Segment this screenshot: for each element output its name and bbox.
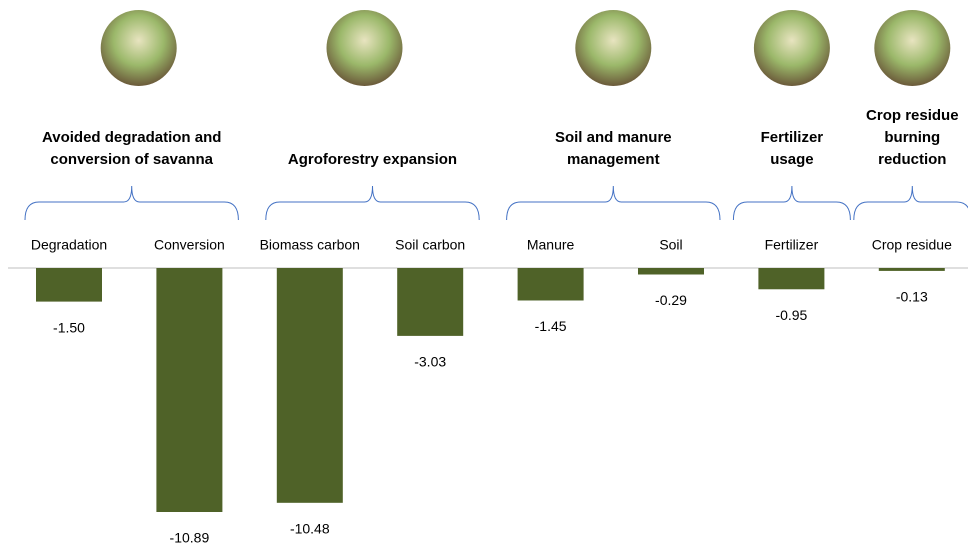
value-label: -10.89 (170, 530, 210, 544)
bar (517, 268, 584, 301)
bar (758, 268, 825, 290)
brace (506, 185, 721, 221)
group-icon (753, 10, 830, 86)
group-label: management (567, 151, 660, 168)
category-label: Biomass carbon (260, 237, 360, 253)
group-icon (874, 10, 951, 86)
brace (24, 185, 239, 221)
category-label: Soil carbon (395, 237, 465, 253)
value-label: -1.45 (535, 318, 567, 334)
group-label: usage (770, 151, 813, 168)
bar (36, 268, 102, 302)
group-icon (326, 10, 403, 86)
group-icon (575, 10, 652, 86)
brace (732, 185, 851, 221)
category-label: Crop residue (872, 237, 952, 253)
group-label: Soil and manure (555, 129, 672, 146)
bar (156, 268, 223, 512)
bar (878, 268, 945, 271)
value-label: -10.48 (290, 521, 330, 537)
brace (853, 185, 968, 221)
group-label: reduction (878, 151, 946, 168)
value-label: -0.95 (775, 307, 807, 323)
value-label: -0.29 (655, 292, 687, 308)
value-label: -0.13 (896, 289, 928, 305)
group-label: Avoided degradation and (42, 129, 221, 146)
value-label: -3.03 (414, 354, 446, 370)
group-label: conversion of savanna (50, 151, 213, 168)
category-label: Soil (659, 237, 682, 253)
value-label: -1.50 (53, 319, 85, 335)
group-label: Fertilizer (761, 129, 824, 146)
category-label: Fertilizer (765, 237, 819, 253)
group-label: burning (884, 129, 940, 146)
group-label: Crop residue (866, 107, 959, 124)
group-label: Agroforestry expansion (288, 151, 457, 168)
category-label: Degradation (31, 237, 107, 253)
category-label: Manure (527, 237, 575, 253)
brace (265, 185, 480, 221)
bar (276, 268, 343, 503)
bar (638, 268, 704, 275)
bar (397, 268, 464, 336)
category-label: Conversion (154, 237, 225, 253)
group-icon (100, 10, 177, 86)
